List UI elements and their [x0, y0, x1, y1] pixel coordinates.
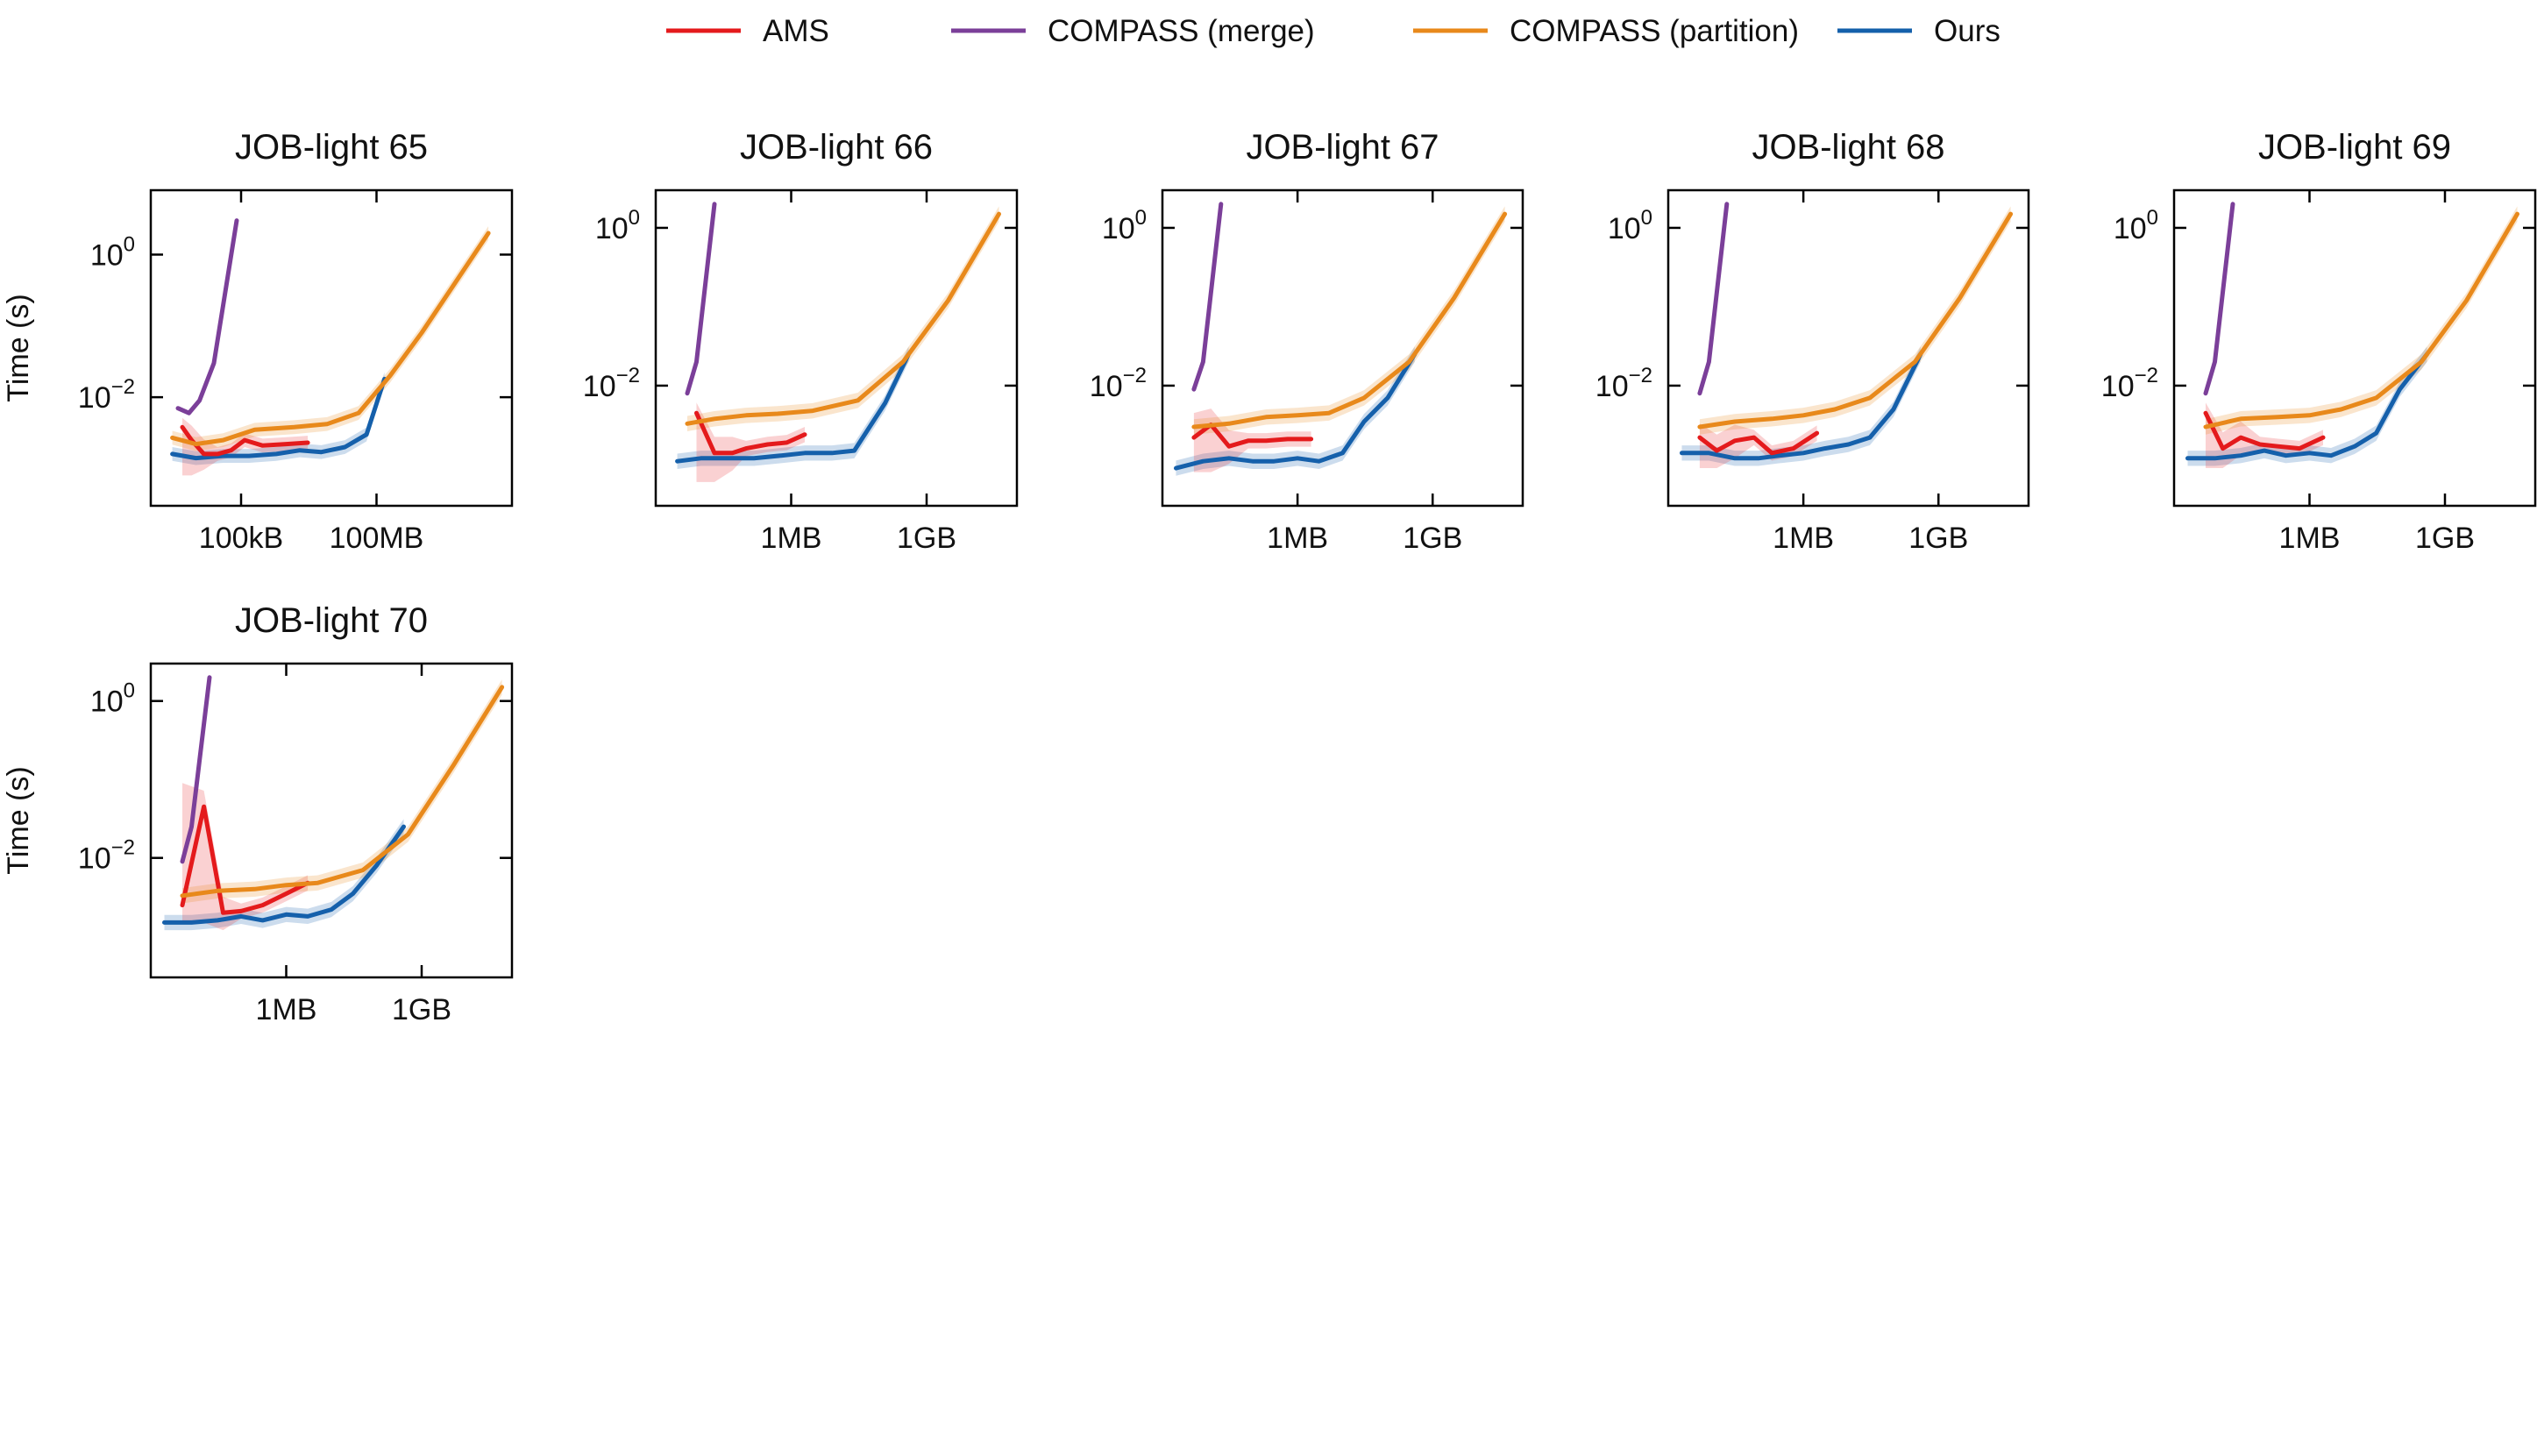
y-axis-label: Time (s) [2, 294, 35, 401]
x-tick-label: 1GB [897, 522, 956, 555]
legend-item-compass-partition: COMPASS (partition) [1413, 14, 1799, 48]
chart-title: JOB-light 67 [1246, 128, 1439, 167]
y-tick-label: 10−2 [78, 375, 135, 415]
legend-item-ams: AMS [666, 14, 829, 48]
axes-frame [654, 188, 1019, 508]
x-tick-label: 1MB [1267, 522, 1328, 555]
band-compass-partition [686, 206, 999, 431]
y-tick-label: 10−2 [78, 836, 135, 876]
series-line-ours [1174, 352, 1418, 471]
y-tick-label: 100 [2114, 206, 2158, 245]
panel-job-light-66: JOB-light 66 1MB 1GB 100 10−2 [583, 128, 1019, 555]
y-tick-label: 10−2 [1090, 364, 1147, 403]
plot-area [1680, 202, 2014, 469]
series-line-compass-partition [2203, 211, 2519, 430]
band-compass-partition [1193, 206, 1505, 435]
x-tick-label: 100MB [330, 522, 424, 555]
plot-area [1174, 202, 1508, 476]
y-axis-label: Time (s) [2, 766, 35, 874]
legend-label: COMPASS (merge) [1048, 14, 1315, 48]
series-line-ams [180, 804, 310, 915]
axes-frame [1666, 188, 2030, 508]
series-line-compass-merge [1191, 202, 1224, 392]
series-line-ours [675, 352, 911, 464]
chart-title: JOB-light 65 [235, 128, 428, 167]
x-tick-label: 1MB [761, 522, 822, 555]
band-ams [696, 402, 806, 482]
x-tick-label: 1GB [2415, 522, 2475, 555]
series-line-ours [170, 376, 387, 461]
band-ams [181, 417, 309, 476]
series-line-ams [2203, 410, 2326, 451]
plot-area [162, 675, 505, 931]
x-tick-label: 1GB [1908, 522, 1968, 555]
series-line-ams [694, 410, 807, 456]
plot-area [2185, 202, 2519, 469]
x-tick-label: 1MB [256, 993, 317, 1026]
series-line-compass-merge [685, 202, 717, 396]
y-tick-label: 100 [1102, 206, 1147, 245]
series-line-ours [2185, 352, 2429, 461]
plot-area [675, 202, 1001, 482]
y-tick-label: 100 [1608, 206, 1652, 245]
panel-job-light-68: JOB-light 68 1MB 1GB 100 10−2 [1595, 128, 2030, 555]
panel-job-light-67: JOB-light 67 1MB 1GB 100 10−2 [1090, 128, 1524, 555]
band-ours [2187, 346, 2427, 466]
series-line-compass-merge [2203, 202, 2235, 396]
plot-area [170, 218, 491, 476]
series-line-compass-merge [175, 218, 239, 415]
axes-frame [149, 188, 514, 508]
x-tick-label: 1GB [1403, 522, 1462, 555]
panel-job-light-65: JOB-light 65 Time (s) 100kB 100MB 100 10−2 [2, 128, 514, 555]
chart-title: JOB-light 66 [740, 128, 933, 167]
axes-frame [2172, 188, 2537, 508]
series-line-ours [162, 824, 406, 925]
axes-frame [149, 662, 514, 979]
legend-item-compass-merge: COMPASS (merge) [951, 14, 1315, 48]
x-tick-label: 1MB [2279, 522, 2341, 555]
series-line-compass-partition [1191, 211, 1508, 430]
y-tick-label: 100 [90, 232, 135, 272]
series-line-ams [1697, 430, 1820, 456]
panel-job-light-70: JOB-light 70 Time (s) 1MB 1GB 100 10−2 [2, 601, 514, 1026]
series-line-ours [1680, 352, 1923, 461]
series-line-compass-partition [180, 685, 505, 898]
chart-title: JOB-light 69 [2258, 128, 2451, 167]
series-line-compass-partition [1697, 211, 2014, 430]
legend: AMS COMPASS (merge) COMPASS (partition) Our… [666, 14, 2000, 48]
x-tick-label: 1MB [1773, 522, 1834, 555]
series-line-compass-merge [1697, 202, 1730, 396]
y-tick-label: 100 [90, 679, 135, 719]
chart-title: JOB-light 68 [1752, 128, 1944, 167]
x-tick-label: 100kB [199, 522, 283, 555]
chart-title: JOB-light 70 [235, 601, 428, 640]
band-compass-partition [2205, 206, 2518, 435]
legend-label: Ours [1934, 14, 2000, 48]
legend-label: AMS [763, 14, 829, 48]
band-compass-partition [1699, 206, 2011, 435]
x-tick-label: 1GB [392, 993, 451, 1026]
legend-item-ours: Ours [1837, 14, 2000, 48]
series-line-compass-partition [170, 231, 491, 447]
legend-label: COMPASS (partition) [1510, 14, 1799, 48]
panel-job-light-69: JOB-light 69 1MB 1GB 100 10−2 [2101, 128, 2537, 555]
band-compass-partition [181, 679, 502, 904]
y-tick-label: 10−2 [2101, 364, 2158, 403]
y-tick-label: 100 [595, 206, 640, 245]
series-line-compass-partition [685, 211, 1001, 426]
series-line-compass-merge [180, 675, 212, 864]
band-ours [1681, 346, 1921, 466]
axes-frame [1161, 188, 1524, 508]
band-ams [2205, 402, 2324, 469]
y-tick-label: 10−2 [583, 364, 640, 403]
y-tick-label: 10−2 [1595, 364, 1652, 403]
